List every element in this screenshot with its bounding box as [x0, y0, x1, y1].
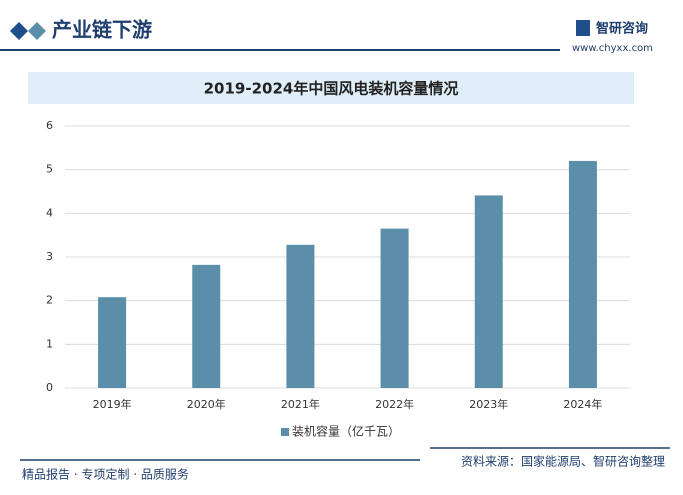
logo-icon: [576, 20, 590, 36]
bar: [192, 264, 221, 388]
url: www.chyxx.com: [572, 43, 653, 54]
title-bar: [28, 72, 634, 104]
bar: [474, 195, 503, 388]
y-tick-label: 2: [46, 294, 53, 307]
x-tick-label: 2019年: [93, 397, 132, 411]
y-tick-label: 4: [46, 206, 53, 219]
bar: [98, 297, 127, 388]
bar: [568, 160, 597, 388]
y-tick-label: 3: [46, 250, 53, 263]
bar: [380, 228, 409, 388]
brand: 智研咨询: [596, 21, 648, 37]
plot: 0 1 2 3 4 5 6 2019年 2020年 2021年 2022年 2023年 2024年装机容…: [46, 119, 630, 439]
x-tick-label: 2020年: [187, 397, 226, 411]
legend-label: 装机容量（亿千瓦）: [292, 424, 400, 439]
chart-title: 2019-2024年中国风电装机容量情况: [204, 80, 459, 98]
footer-source: 资料来源：国家能源局、智研咨询整理: [461, 454, 665, 469]
bar: [286, 244, 315, 388]
x-tick-label: 2023年: [469, 397, 508, 411]
x-tick-label: 2021年: [281, 397, 320, 411]
diamond-icon: [10, 22, 28, 40]
y-tick-label: 0: [46, 381, 53, 394]
x-tick-label: 2022年: [375, 397, 414, 411]
footer-slogan: 精品报告 · 专项定制 · 品质服务: [22, 467, 189, 482]
section-title: 产业链下游: [52, 18, 152, 42]
legend-swatch: [281, 428, 289, 436]
y-tick-label: 1: [46, 337, 53, 350]
y-tick-label: 6: [46, 119, 53, 132]
x-tick-label: 2024年: [563, 397, 602, 411]
diamond-icon: [28, 22, 46, 40]
y-tick-label: 5: [46, 163, 53, 176]
